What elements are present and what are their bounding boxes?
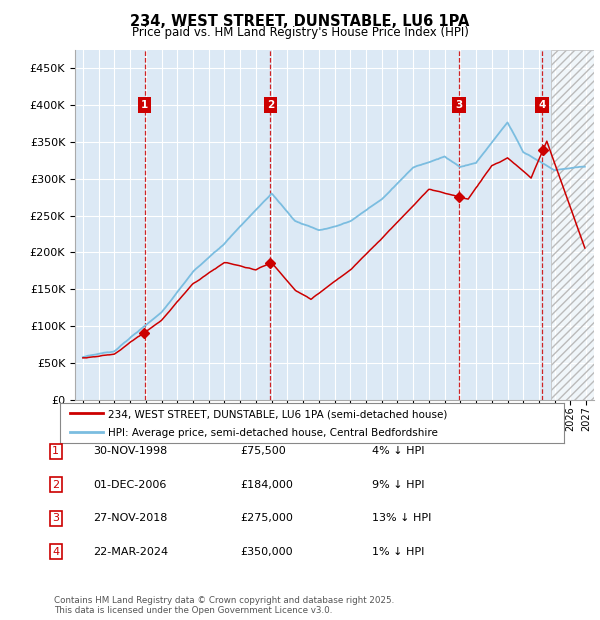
Text: 4% ↓ HPI: 4% ↓ HPI [372, 446, 425, 456]
Text: 234, WEST STREET, DUNSTABLE, LU6 1PA: 234, WEST STREET, DUNSTABLE, LU6 1PA [130, 14, 470, 29]
Text: 4: 4 [539, 100, 546, 110]
Text: £350,000: £350,000 [240, 547, 293, 557]
Text: Price paid vs. HM Land Registry's House Price Index (HPI): Price paid vs. HM Land Registry's House … [131, 26, 469, 39]
Text: 01-DEC-2006: 01-DEC-2006 [93, 480, 166, 490]
Text: HPI: Average price, semi-detached house, Central Bedfordshire: HPI: Average price, semi-detached house,… [108, 428, 438, 438]
Text: 13% ↓ HPI: 13% ↓ HPI [372, 513, 431, 523]
Text: 1: 1 [52, 446, 59, 456]
Text: 2: 2 [52, 480, 59, 490]
Text: 4: 4 [52, 547, 59, 557]
Text: 22-MAR-2024: 22-MAR-2024 [93, 547, 168, 557]
Text: Contains HM Land Registry data © Crown copyright and database right 2025.
This d: Contains HM Land Registry data © Crown c… [54, 596, 394, 615]
Text: 9% ↓ HPI: 9% ↓ HPI [372, 480, 425, 490]
Text: 234, WEST STREET, DUNSTABLE, LU6 1PA (semi-detached house): 234, WEST STREET, DUNSTABLE, LU6 1PA (se… [108, 409, 447, 419]
Bar [551, 50, 594, 400]
Text: £75,500: £75,500 [240, 446, 286, 456]
Text: £275,000: £275,000 [240, 513, 293, 523]
Text: 1% ↓ HPI: 1% ↓ HPI [372, 547, 424, 557]
Text: 3: 3 [455, 100, 463, 110]
Text: 2: 2 [267, 100, 274, 110]
Text: 1: 1 [141, 100, 148, 110]
Text: 27-NOV-2018: 27-NOV-2018 [93, 513, 167, 523]
Text: £184,000: £184,000 [240, 480, 293, 490]
Bar [551, 50, 594, 400]
Text: 3: 3 [52, 513, 59, 523]
Text: 30-NOV-1998: 30-NOV-1998 [93, 446, 167, 456]
